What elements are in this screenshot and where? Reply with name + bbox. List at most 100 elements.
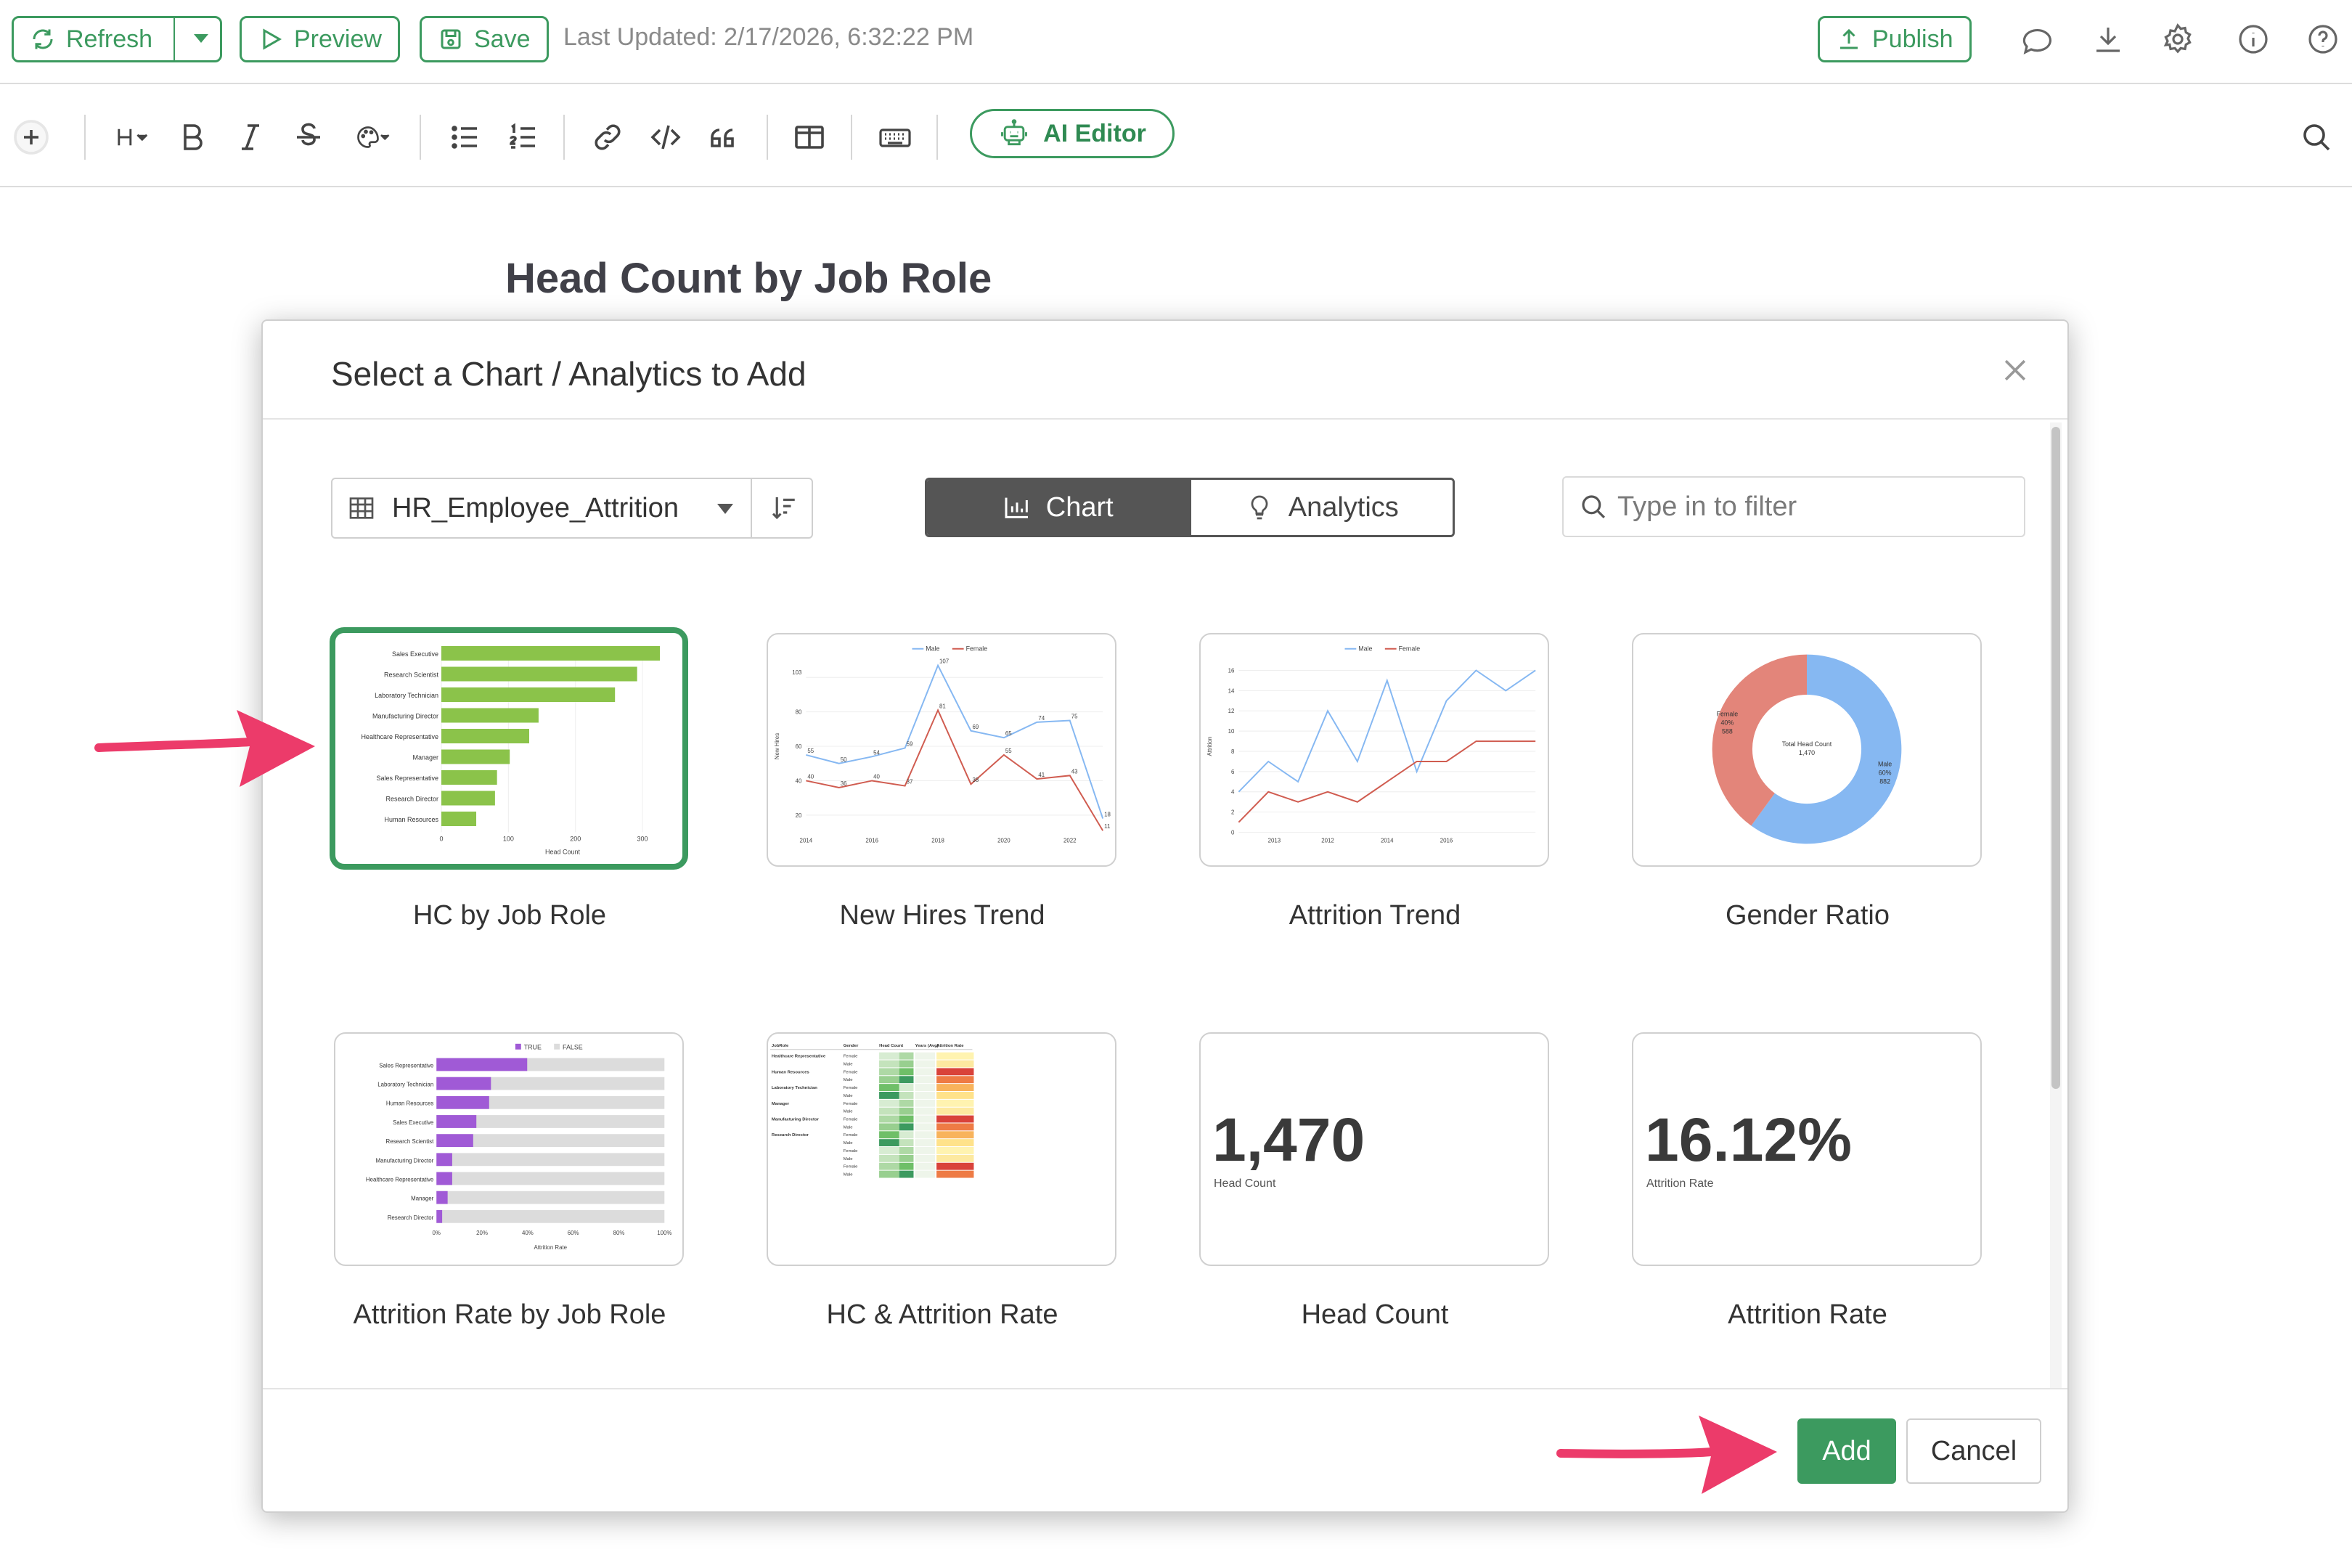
cell-gender: Male [844,1173,854,1177]
cell-gender: Female [844,1055,858,1059]
ai-editor-button[interactable]: AI Editor [970,109,1175,158]
comment-icon[interactable] [2020,22,2054,57]
publish-button[interactable]: Publish [1818,16,1972,62]
download-icon[interactable] [2091,22,2126,57]
tick-label: 20% [476,1230,488,1236]
cell-gender: Female [844,1117,858,1122]
tick-label: 20 [796,812,802,819]
tick-label: 16 [1228,667,1235,674]
axis-label: Attrition Rate [534,1244,567,1251]
page-title: Head Count by Job Role [505,255,992,302]
center-label: Total Head Count [1782,740,1832,748]
numbered-list-icon[interactable] [504,118,543,157]
keyboard-icon[interactable] [875,118,915,157]
data-label: 40 [807,774,814,780]
dataset-name: HR_Employee_Attrition [392,492,679,523]
card-attrition-rate-by-job-role[interactable]: TRUE FALSE Sales Representative Laboratory … [334,1032,684,1266]
tab-chart[interactable]: Chart [927,480,1189,535]
data-label: 55 [807,748,814,754]
cell-head-count [879,1139,899,1147]
card-gender-ratio[interactable]: Total Head Count 1,470 Male 60% 882 Female 40%… [1632,633,1982,867]
cell-attrition-rate [936,1107,974,1115]
refresh-dropdown-chevron-icon[interactable] [194,34,208,43]
data-label: 65 [1005,730,1012,737]
card-new-hires-trend[interactable]: Male Female 55 50 54 59 107 69 65 74 75 18 40 36 40 37 8… [767,633,1116,867]
bar-true [436,1115,477,1128]
tick-label: 0% [433,1230,441,1236]
save-icon [441,29,461,49]
tick-label: 12 [1228,708,1235,714]
gear-icon[interactable] [2160,22,2195,57]
plus-icon[interactable] [12,118,51,157]
card-label: HC by Job Role [412,900,607,931]
preview-button[interactable]: Preview [240,16,400,62]
table-header: Years (Avg) [915,1044,938,1048]
info-icon[interactable] [2236,22,2271,57]
filter-input[interactable] [1617,491,2009,523]
robot-icon [1001,119,1028,146]
quote-icon[interactable] [704,118,743,157]
cell-attrition-rate [936,1162,974,1170]
card-hc-attrition-rate[interactable]: JobRole Gender Head Count Years (Avg) Attrit… [767,1032,1116,1266]
cell-years [915,1170,936,1178]
cell-gender: Male [844,1094,854,1098]
card-attrition-rate[interactable]: 16.12% Attrition Rate [1632,1032,1982,1266]
search-icon[interactable] [2297,118,2336,157]
bar [441,708,539,723]
modal-title: Select a Chart / Analytics to Add [331,355,807,393]
cell-years [915,1068,936,1076]
tick-label: 103 [792,669,802,676]
close-icon[interactable] [1999,354,2031,386]
tab-analytics[interactable]: Analytics [1188,480,1453,535]
bar-false [436,1209,665,1223]
italic-icon[interactable] [231,118,270,157]
scrollbar-thumb[interactable] [2051,427,2060,1089]
tick-label: Laboratory Technician [377,1082,433,1088]
table-header: Gender [844,1044,859,1048]
bar-false [436,1172,665,1185]
cell-head-count [899,1123,914,1131]
cell-head-count [899,1139,914,1147]
card-head-count[interactable]: 1,470 Head Count [1199,1032,1549,1266]
cell-attrition-rate [936,1084,974,1092]
help-icon[interactable] [2306,22,2340,57]
table-icon [349,497,374,519]
columns-icon[interactable] [790,118,829,157]
attrition-rate-caption: Attrition Rate [1646,1177,1714,1190]
tick-label: 2022 [1063,837,1077,844]
tick-label: 2014 [1381,837,1394,844]
card-hc-by-job-role[interactable]: Sales Executive Research Scientist Laborat… [330,627,688,870]
add-button[interactable]: Add [1797,1418,1896,1484]
tick-label: 2018 [931,837,944,844]
save-button[interactable]: Save [420,16,549,62]
bar-true [436,1191,448,1204]
sort-icon[interactable] [768,492,799,523]
cell-head-count [899,1060,914,1068]
cell-head-count [899,1147,914,1154]
axis-label: Head Count [545,849,581,856]
strikethrough-icon[interactable] [289,118,328,157]
bullet-list-icon[interactable] [446,118,485,157]
refresh-button[interactable]: Refresh [12,16,222,62]
cancel-button[interactable]: Cancel [1906,1418,2041,1484]
card-attrition-trend[interactable]: Male Female 0 2 4 6 8 10 12 14 16 2013 2012 2014 2016 A… [1199,633,1549,867]
bar-false [436,1191,665,1204]
refresh-main[interactable]: Refresh [14,18,168,60]
tick-label: Research Scientist [384,671,439,679]
bold-icon[interactable] [173,118,212,157]
card-label: New Hires Trend [839,900,1045,931]
filter-box[interactable] [1562,476,2025,537]
save-label: Save [474,25,531,53]
code-icon[interactable] [646,118,685,157]
cell-years [915,1131,936,1139]
bar [441,729,529,743]
link-icon[interactable] [588,118,627,157]
dataset-select[interactable]: HR_Employee_Attrition [331,478,813,539]
heading-icon[interactable] [109,118,157,157]
cell-years [915,1115,936,1123]
cell-attrition-rate [936,1052,974,1060]
cell-attrition-rate [936,1147,974,1154]
palette-icon[interactable] [347,118,398,157]
tick-label: Research Director [385,796,438,803]
slice-label: 60% [1879,769,1892,777]
